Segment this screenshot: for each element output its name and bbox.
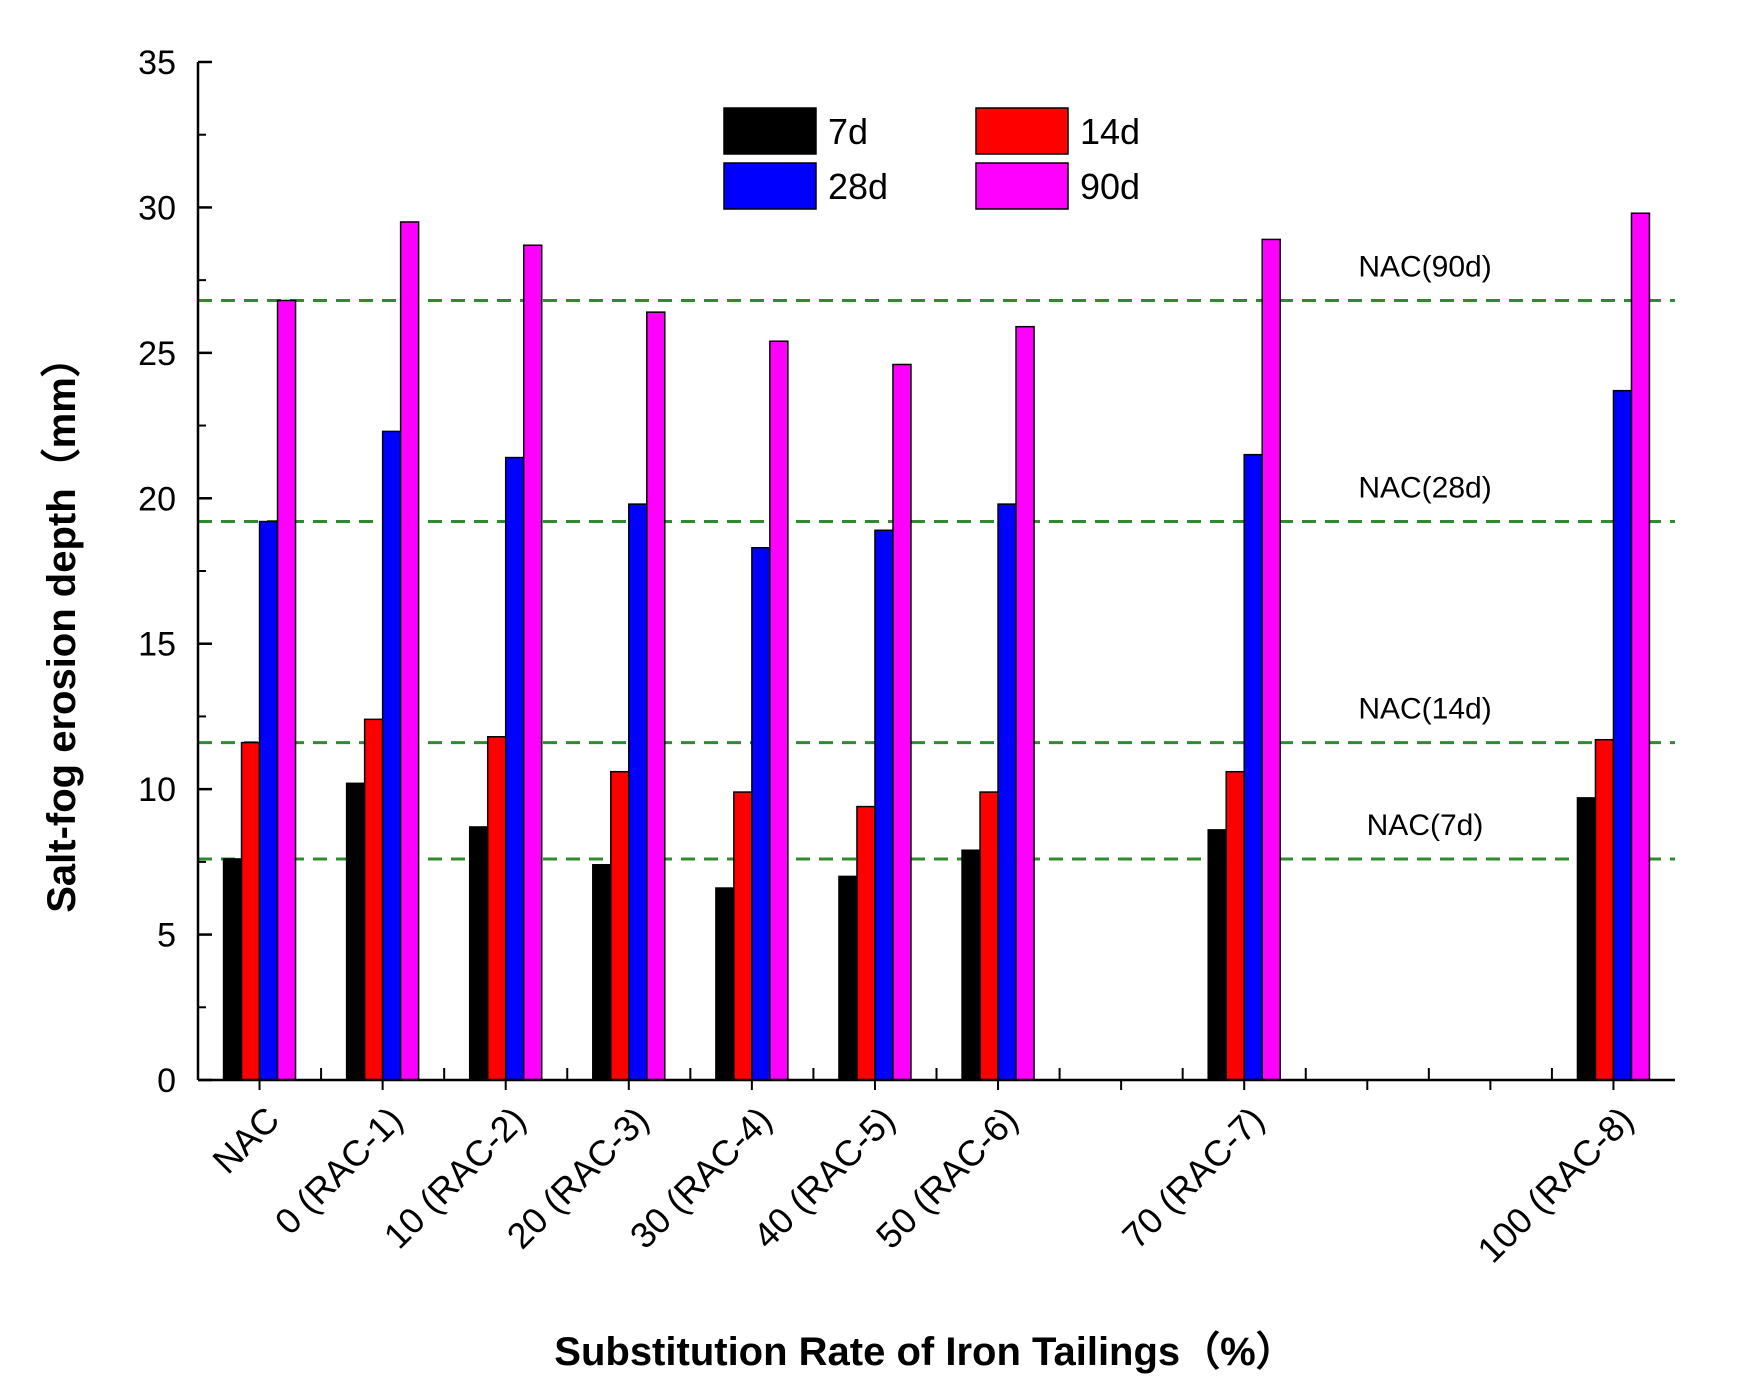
legend-label-28d: 28d bbox=[828, 166, 888, 207]
bar-14d bbox=[240, 741, 261, 1081]
bar-90d bbox=[276, 299, 297, 1081]
y-tick-label: 0 bbox=[157, 1062, 176, 1100]
bar-28d bbox=[751, 546, 771, 1081]
y-tick-label: 30 bbox=[138, 189, 176, 227]
x-tick-label: 70 (RAC-7) bbox=[1114, 1099, 1272, 1257]
reference-line-label: NAC(7d) bbox=[1367, 809, 1484, 842]
bar-14d bbox=[1225, 770, 1245, 1081]
y-tick-label: 35 bbox=[138, 44, 176, 82]
bar-7d bbox=[961, 849, 981, 1081]
bar-group bbox=[1576, 212, 1651, 1081]
bar-groups bbox=[222, 212, 1651, 1081]
bar-14d bbox=[486, 736, 507, 1081]
bar-28d bbox=[381, 430, 402, 1081]
bar-14d bbox=[733, 791, 753, 1081]
bar-7d bbox=[715, 887, 735, 1081]
bar-90d bbox=[1630, 212, 1651, 1081]
legend-label-7d: 7d bbox=[828, 111, 868, 152]
reference-lines: NAC(90d) NAC(28d) NAC(14d) NAC(7d) bbox=[198, 251, 1675, 861]
bar-7d bbox=[222, 858, 243, 1081]
reference-line-label: NAC(14d) bbox=[1358, 693, 1491, 726]
bar-28d bbox=[874, 529, 894, 1081]
bar-90d bbox=[399, 221, 420, 1081]
bar-28d bbox=[997, 503, 1017, 1081]
bar-14d bbox=[363, 718, 384, 1081]
reference-line-label: NAC(28d) bbox=[1358, 472, 1491, 505]
legend: 7d 14d 28d 90d bbox=[723, 107, 1140, 210]
x-tick-label: 100 (RAC-8) bbox=[1469, 1099, 1641, 1271]
bar-7d bbox=[345, 782, 366, 1081]
bar-7d bbox=[468, 826, 489, 1081]
bar-group bbox=[838, 363, 912, 1081]
bar-28d bbox=[1612, 389, 1633, 1081]
legend-swatch-90d bbox=[975, 162, 1069, 210]
x-axis-title: Substitution Rate of Iron Tailings（%） bbox=[554, 1330, 1295, 1374]
bar-28d bbox=[628, 503, 648, 1081]
legend-label-14d: 14d bbox=[1080, 111, 1140, 152]
bar-14d bbox=[1594, 738, 1615, 1081]
bar-group bbox=[1207, 238, 1281, 1081]
bar-14d bbox=[979, 791, 999, 1081]
bar-7d bbox=[838, 875, 858, 1081]
y-tick-label: 20 bbox=[138, 480, 176, 518]
bar-group bbox=[715, 340, 789, 1081]
bar-28d bbox=[1243, 453, 1263, 1081]
legend-swatch-28d bbox=[723, 162, 817, 210]
y-tick-label: 25 bbox=[138, 335, 176, 373]
bar-90d bbox=[646, 311, 666, 1081]
reference-line-label: NAC(90d) bbox=[1358, 251, 1491, 284]
y-tick-label: 5 bbox=[157, 917, 176, 955]
x-tick-label: NAC bbox=[204, 1099, 287, 1182]
legend-swatch-14d bbox=[975, 107, 1069, 155]
bar-group bbox=[345, 221, 420, 1081]
bar-group bbox=[468, 244, 543, 1081]
bar-14d bbox=[856, 805, 876, 1081]
bar-7d bbox=[592, 864, 612, 1081]
bar-90d bbox=[1261, 238, 1281, 1081]
bar-90d bbox=[769, 340, 789, 1081]
bar-7d bbox=[1207, 829, 1227, 1081]
bar-90d bbox=[522, 244, 543, 1081]
bar-28d bbox=[258, 520, 279, 1081]
bar-90d bbox=[1015, 325, 1035, 1081]
legend-swatch-7d bbox=[723, 107, 817, 155]
bar-group bbox=[592, 311, 666, 1081]
bar-14d bbox=[610, 770, 630, 1081]
bar-7d bbox=[1576, 797, 1597, 1081]
legend-label-90d: 90d bbox=[1080, 166, 1140, 207]
bar-90d bbox=[892, 363, 912, 1081]
bar-group bbox=[961, 325, 1035, 1081]
bar-group bbox=[222, 299, 297, 1081]
bar-28d bbox=[504, 456, 525, 1081]
y-tick-label: 15 bbox=[138, 626, 176, 664]
y-tick-label: 10 bbox=[138, 771, 176, 809]
y-axis-title: Salt-fog erosion depth（mm） bbox=[40, 337, 84, 913]
